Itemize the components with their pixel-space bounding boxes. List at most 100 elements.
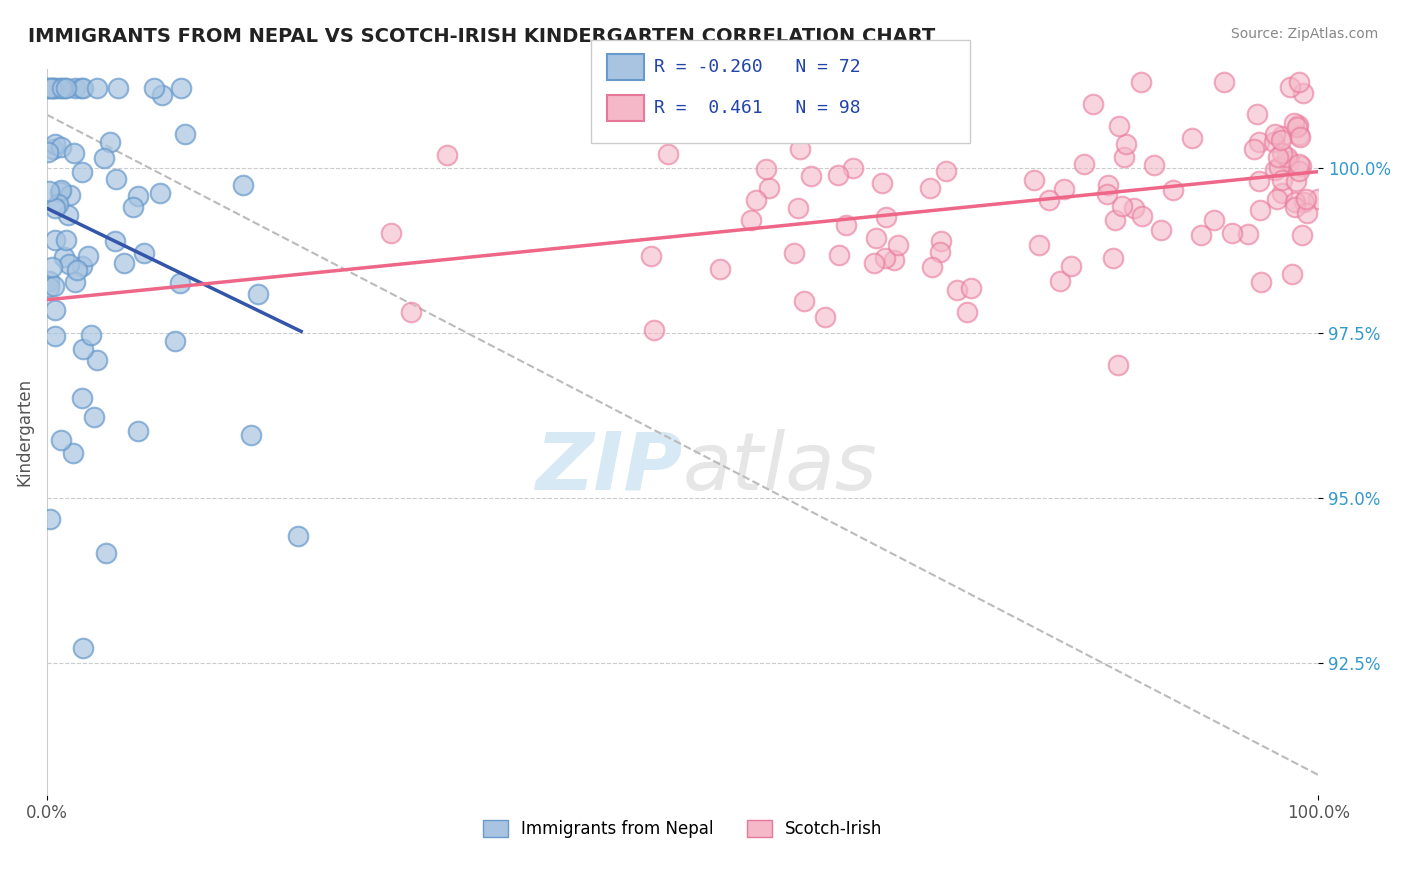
Point [956,304,979,318]
Point [38,81,60,95]
Point [63,275,86,289]
Point [827,169,849,183]
Point [1249,135,1271,149]
Point [865,230,887,244]
Point [80,327,103,342]
Point [59,188,82,202]
Point [835,218,858,232]
Point [72,81,94,95]
Point [1271,186,1294,200]
Point [827,248,849,262]
Point [44,233,66,247]
Point [1284,194,1306,209]
Text: ZIP: ZIP [536,429,682,507]
Point [1097,187,1119,202]
Point [814,310,837,324]
Point [1243,142,1265,156]
Point [1295,206,1317,220]
Point [38,185,60,199]
Point [1049,274,1071,288]
Point [104,234,127,248]
Point [121,201,143,215]
Point [1081,96,1104,111]
Point [1108,120,1130,134]
Point [744,194,766,208]
Point [887,238,910,252]
Point [1278,153,1301,168]
Point [1288,157,1310,171]
Point [758,181,780,195]
Point [38,280,60,294]
Point [41,81,63,95]
Point [232,178,254,193]
Text: R = -0.260   N = 72: R = -0.260 N = 72 [654,58,860,76]
Point [42,81,65,95]
Point [1130,75,1153,89]
Point [65,81,87,95]
Point [873,252,896,266]
Point [929,235,952,249]
Point [1264,162,1286,177]
Point [1295,192,1317,206]
Point [1308,192,1330,206]
Point [46,197,69,211]
Point [842,161,865,175]
Point [1097,178,1119,192]
Point [70,165,93,179]
Point [1279,80,1302,95]
Point [142,81,165,95]
Point [239,428,262,442]
Point [77,250,100,264]
Point [1264,127,1286,141]
Point [1122,201,1144,215]
Point [1284,174,1306,188]
Point [1292,87,1315,101]
Point [1289,129,1312,144]
Point [1022,173,1045,187]
Point [58,209,80,223]
Point [929,244,952,259]
Point [44,202,66,216]
Point [918,181,941,195]
Point [1237,227,1260,241]
Point [1288,164,1310,178]
Point [883,253,905,268]
Point [83,410,105,425]
Point [1271,146,1294,161]
Point [165,334,187,349]
Point [1267,149,1289,163]
Point [1111,199,1133,213]
Point [1249,174,1271,188]
Point [399,305,422,319]
Point [870,176,893,190]
Point [127,188,149,202]
Point [1142,159,1164,173]
Point [104,172,127,186]
Point [786,201,808,215]
Point [70,81,93,95]
Point [738,122,761,136]
Point [1038,193,1060,207]
Point [42,279,65,293]
Point [960,281,983,295]
Point [643,323,665,337]
Point [86,81,108,95]
Point [72,342,94,356]
Point [783,246,806,260]
Point [55,81,77,95]
Point [1107,358,1129,372]
Point [1281,267,1303,281]
Point [436,148,458,162]
Point [169,81,191,95]
Point [945,283,967,297]
Point [1288,75,1310,89]
Point [49,433,72,447]
Point [72,640,94,655]
Point [740,212,762,227]
Point [44,303,66,318]
Point [1284,200,1306,214]
Point [1060,259,1083,273]
Point [1150,223,1173,237]
Point [640,248,662,262]
Point [1102,251,1125,265]
